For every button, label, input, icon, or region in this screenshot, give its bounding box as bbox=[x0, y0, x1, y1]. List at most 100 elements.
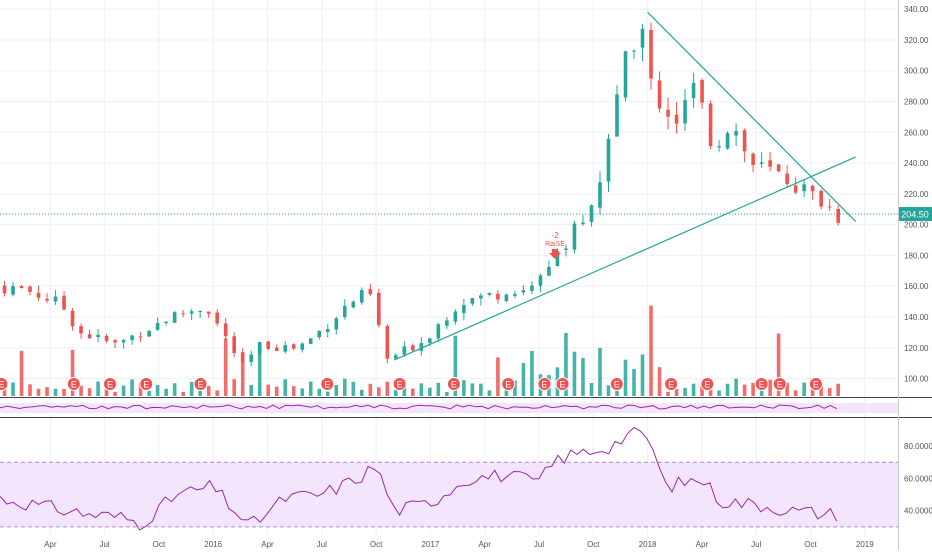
candle-body bbox=[351, 301, 356, 308]
volume-bar bbox=[530, 350, 534, 396]
earnings-marker[interactable]: E bbox=[754, 377, 769, 391]
rsi-line bbox=[0, 426, 838, 531]
candle-body bbox=[257, 341, 262, 355]
volume-bar bbox=[564, 332, 568, 396]
candle-body bbox=[462, 305, 466, 314]
price-tick-label: 240.00 bbox=[904, 159, 929, 168]
earnings-marker[interactable]: E bbox=[772, 377, 787, 391]
price-axis[interactable]: 340.00 320.00 300.00 280.00 260.00 240.00 220.… bbox=[904, 5, 929, 383]
rsi-axis[interactable]: 80.0000 60.0000 40.0000 bbox=[904, 442, 932, 516]
volume-bar bbox=[45, 387, 49, 396]
earnings-label: E bbox=[0, 380, 4, 390]
earnings-marker[interactable]: E bbox=[808, 377, 823, 391]
candle-body bbox=[742, 130, 747, 152]
resistance-trendline[interactable] bbox=[647, 11, 857, 222]
earnings-label: E bbox=[397, 380, 403, 390]
volume-bar bbox=[691, 383, 696, 396]
candle-body bbox=[308, 338, 313, 344]
earnings-marker[interactable]: E bbox=[0, 377, 9, 391]
candle-body bbox=[606, 138, 611, 182]
earnings-marker[interactable]: E bbox=[392, 377, 407, 391]
earnings-label: E bbox=[324, 380, 330, 390]
earnings-marker[interactable]: E bbox=[193, 377, 208, 391]
volume-bar bbox=[768, 379, 772, 396]
candle-body bbox=[479, 295, 483, 299]
earnings-label: E bbox=[541, 380, 547, 390]
signal-marker: -2 RaiSE bbox=[545, 231, 565, 259]
candle-body bbox=[300, 343, 305, 350]
earnings-marker[interactable]: E bbox=[501, 377, 516, 391]
volume-bar bbox=[138, 382, 143, 396]
volume-bar bbox=[36, 388, 41, 396]
candle-body bbox=[45, 298, 49, 301]
volume-bar bbox=[96, 381, 100, 396]
earnings-marker[interactable]: E bbox=[66, 377, 81, 391]
time-tick-label: Oct bbox=[587, 540, 600, 549]
candle-body bbox=[734, 130, 738, 136]
candle-body bbox=[206, 311, 211, 314]
earnings-label: E bbox=[668, 380, 674, 390]
time-axis[interactable]: Apr Jul Oct 2016 Apr Jul Oct 2017 Apr Jul Oct 2018 A… bbox=[44, 540, 874, 549]
candle-body bbox=[785, 173, 789, 185]
earnings-icon bbox=[103, 377, 118, 391]
volume-bar bbox=[802, 382, 806, 396]
price-tick-label: 200.00 bbox=[904, 221, 929, 230]
candle-body bbox=[283, 345, 288, 352]
volume-bar bbox=[155, 385, 160, 396]
candle-body bbox=[36, 293, 41, 298]
current-price-label: 204.50 bbox=[901, 210, 929, 220]
volume-bar bbox=[470, 383, 475, 396]
time-tick-label: Apr bbox=[478, 540, 491, 549]
candle-body bbox=[19, 286, 24, 289]
earnings-marker[interactable]: E bbox=[139, 377, 154, 391]
volume-bar bbox=[121, 385, 126, 396]
candle-body bbox=[249, 354, 253, 362]
earnings-marker[interactable]: E bbox=[537, 377, 552, 391]
volume-bar bbox=[28, 384, 32, 396]
candle-body bbox=[402, 346, 407, 355]
earnings-marker[interactable]: E bbox=[609, 377, 624, 391]
volume-bar bbox=[266, 384, 271, 396]
earnings-marker[interactable]: E bbox=[700, 377, 715, 391]
candle-body bbox=[581, 222, 585, 225]
candle-body bbox=[394, 355, 398, 359]
earnings-marker[interactable]: E bbox=[320, 377, 335, 391]
volume-bar bbox=[325, 391, 330, 396]
time-tick-label: 2018 bbox=[639, 540, 657, 549]
current-price-marker: 204.50 bbox=[0, 207, 932, 221]
candle-body bbox=[598, 182, 602, 208]
candle-body bbox=[768, 160, 772, 167]
candle-body bbox=[419, 342, 424, 351]
candle-body bbox=[504, 294, 509, 301]
earnings-marker[interactable]: E bbox=[664, 377, 679, 391]
candle-body bbox=[691, 82, 696, 99]
trendlines[interactable] bbox=[393, 11, 857, 361]
candle-body bbox=[564, 248, 568, 250]
volume-bar bbox=[836, 383, 840, 396]
rsi-tick-label: 80.0000 bbox=[904, 442, 932, 451]
earnings-marker[interactable]: E bbox=[555, 377, 570, 391]
candle-body bbox=[317, 330, 322, 338]
earnings-label: E bbox=[560, 380, 566, 390]
candle-body bbox=[445, 320, 449, 326]
candle-body bbox=[547, 266, 551, 276]
price-tick-label: 300.00 bbox=[904, 67, 929, 76]
volume-bar bbox=[79, 385, 83, 396]
candle-body bbox=[470, 298, 475, 304]
candle-body bbox=[836, 208, 840, 223]
price-tick-label: 160.00 bbox=[904, 282, 929, 291]
support-trendline[interactable] bbox=[393, 156, 856, 361]
candle-body bbox=[708, 103, 713, 147]
earnings-icon bbox=[501, 377, 516, 391]
earnings-marker[interactable]: E bbox=[446, 377, 461, 391]
candle-body bbox=[266, 341, 271, 349]
earnings-icon bbox=[320, 377, 335, 391]
volume-bar bbox=[657, 367, 662, 396]
candle-body bbox=[538, 275, 543, 286]
volume-bar bbox=[700, 385, 704, 396]
time-tick-label: Apr bbox=[696, 540, 709, 549]
earnings-marker[interactable]: E bbox=[103, 377, 118, 391]
